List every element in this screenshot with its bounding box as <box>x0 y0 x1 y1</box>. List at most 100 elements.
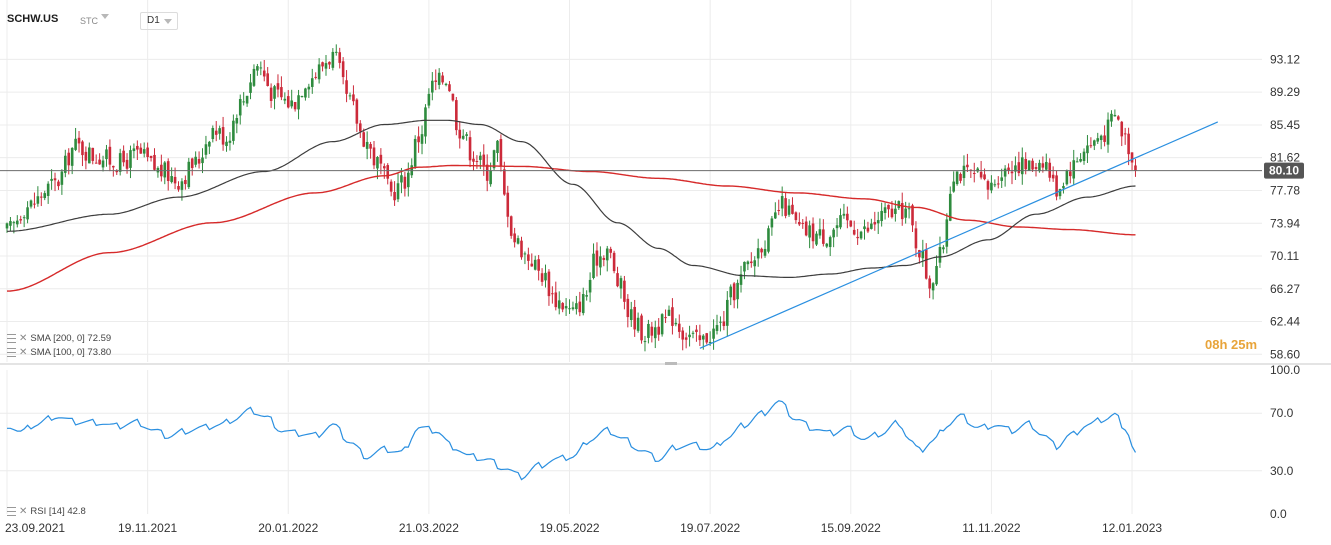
candle <box>866 221 870 234</box>
settings-icon[interactable] <box>7 334 16 343</box>
candle <box>403 171 407 197</box>
candle-body <box>280 87 283 98</box>
candle <box>362 128 366 148</box>
candle <box>839 208 842 230</box>
candle <box>780 186 784 217</box>
candle <box>317 58 321 84</box>
candle-body <box>750 261 753 264</box>
candle-body <box>942 247 945 250</box>
candle-body <box>890 208 894 218</box>
candle <box>424 104 427 144</box>
candle-body <box>129 150 132 168</box>
price-axis-tick: 58.60 <box>1270 347 1300 361</box>
candle-body <box>1034 167 1038 169</box>
candle <box>74 127 77 152</box>
candle-body <box>297 95 300 110</box>
candle-body <box>485 164 489 181</box>
candle <box>506 185 510 228</box>
candle <box>828 235 832 256</box>
candle-body <box>701 335 705 340</box>
candle-body <box>554 292 558 308</box>
legend-rsi[interactable]: ✕ RSI [14] 42.8 <box>7 506 86 517</box>
close-icon[interactable]: ✕ <box>19 333 28 344</box>
candle <box>297 89 300 120</box>
candle-body <box>1017 162 1021 174</box>
candle-body <box>551 293 554 295</box>
candle <box>60 169 64 195</box>
candle <box>993 179 997 188</box>
candle-body <box>94 162 98 164</box>
candle-body <box>1079 158 1082 162</box>
legend-sma100[interactable]: ✕ SMA [100, 0] 73.80 <box>7 347 111 358</box>
candle-body <box>876 220 880 224</box>
candle-body <box>571 307 575 310</box>
settings-icon[interactable] <box>7 348 16 357</box>
candle <box>921 239 925 267</box>
candle <box>273 84 276 110</box>
candle <box>787 199 791 217</box>
close-icon[interactable]: ✕ <box>19 347 28 358</box>
candle <box>811 217 815 249</box>
timeframe-select[interactable]: D1 <box>140 12 178 30</box>
time-axis-tick: 11.11.2022 <box>962 521 1021 535</box>
candle-body <box>1010 171 1014 174</box>
candle <box>328 61 331 69</box>
candle-body <box>623 280 626 302</box>
legend-sma200[interactable]: ✕ SMA [200, 0] 72.59 <box>7 333 111 344</box>
candle <box>177 181 180 192</box>
candle-body <box>70 147 74 166</box>
candle-body <box>125 159 129 169</box>
candle <box>900 192 904 226</box>
time-axis-tick: 23.09.2021 <box>5 521 65 535</box>
candle-body <box>40 196 43 198</box>
candle-body <box>708 341 712 343</box>
candle-body <box>657 326 660 335</box>
close-icon[interactable]: ✕ <box>19 506 28 517</box>
settings-icon[interactable] <box>7 507 16 516</box>
candle <box>650 321 654 343</box>
candle <box>163 160 167 185</box>
candle-body <box>739 274 743 285</box>
candle <box>431 72 434 101</box>
candle-body <box>379 154 383 164</box>
candle <box>19 215 23 224</box>
candle-body <box>595 250 599 266</box>
candle <box>760 247 763 259</box>
candle-body <box>115 170 119 173</box>
candle-body <box>317 64 321 80</box>
symbol-chevron-down-icon[interactable] <box>101 14 109 19</box>
candle <box>108 139 112 172</box>
candle <box>880 202 883 227</box>
candle-body <box>57 181 60 187</box>
candle-body <box>269 87 273 101</box>
candle-body <box>232 120 235 141</box>
candle <box>105 144 108 167</box>
candle-body <box>880 210 883 222</box>
candle-body <box>818 229 822 236</box>
candle <box>365 131 369 160</box>
candle-body <box>962 165 966 179</box>
candle-body <box>784 198 787 216</box>
grid-lines <box>0 0 1262 514</box>
candle <box>345 70 348 103</box>
price-axis-tick: 93.12 <box>1270 52 1300 66</box>
candle-body <box>142 149 146 154</box>
candle-body <box>568 308 571 310</box>
candle <box>643 335 647 352</box>
candle-body <box>170 176 173 183</box>
candle-body <box>756 248 760 259</box>
candle <box>444 82 448 87</box>
candle-body <box>417 136 420 143</box>
candle <box>561 302 564 313</box>
candle <box>396 173 400 203</box>
candle-body <box>441 75 444 83</box>
symbol-label[interactable]: SCHW.US <box>7 13 59 25</box>
candle <box>667 305 671 317</box>
candle-body <box>801 222 805 224</box>
candle-body <box>208 141 211 147</box>
candle <box>904 201 907 224</box>
candle-body <box>990 182 993 191</box>
candle-body <box>616 273 619 287</box>
candle <box>846 206 849 229</box>
